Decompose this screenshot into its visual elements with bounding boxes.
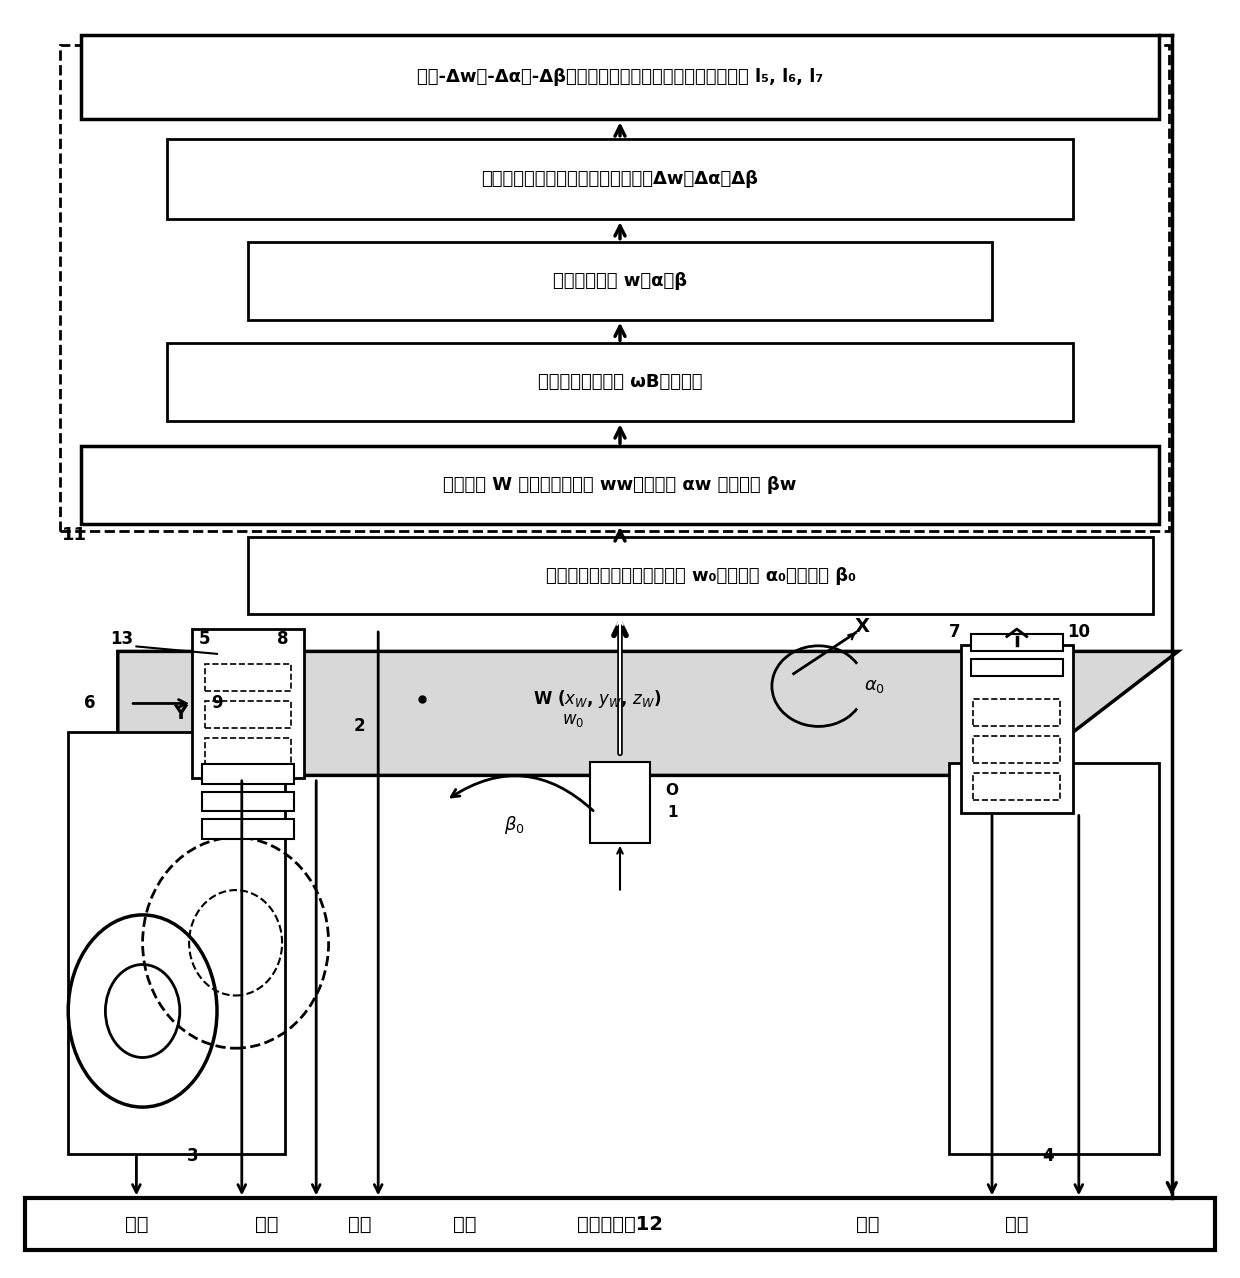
FancyBboxPatch shape xyxy=(25,1199,1215,1250)
FancyBboxPatch shape xyxy=(205,739,291,766)
FancyBboxPatch shape xyxy=(202,819,294,838)
Text: $w_0$: $w_0$ xyxy=(562,711,584,728)
Text: 求得滤波的值 w、α、β: 求得滤波的值 w、α、β xyxy=(553,272,687,290)
FancyBboxPatch shape xyxy=(971,659,1063,676)
Text: 惯性测量单元测得的垂向位移 w₀、俯仰角 α₀与滚动角 β₀: 惯性测量单元测得的垂向位移 w₀、俯仰角 α₀与滚动角 β₀ xyxy=(546,566,856,585)
Polygon shape xyxy=(118,652,1178,776)
Text: 10: 10 xyxy=(1068,622,1090,640)
Text: 反馈: 反馈 xyxy=(1006,1215,1028,1233)
FancyBboxPatch shape xyxy=(971,634,1063,652)
Text: 反馈: 反馈 xyxy=(454,1215,476,1233)
FancyBboxPatch shape xyxy=(202,791,294,812)
FancyBboxPatch shape xyxy=(68,732,285,1154)
Text: W ($x_W$, $y_W$, $z_W$): W ($x_W$, $y_W$, $z_W$) xyxy=(533,688,662,709)
FancyBboxPatch shape xyxy=(973,736,1060,763)
FancyBboxPatch shape xyxy=(202,764,294,785)
FancyBboxPatch shape xyxy=(205,663,291,691)
FancyBboxPatch shape xyxy=(961,645,1073,813)
FancyBboxPatch shape xyxy=(248,537,1153,615)
Text: 4: 4 xyxy=(1042,1148,1054,1166)
Text: X: X xyxy=(854,617,869,636)
Text: 7: 7 xyxy=(949,622,961,640)
Text: 5: 5 xyxy=(198,630,211,648)
FancyBboxPatch shape xyxy=(167,344,1073,422)
Text: 控制: 控制 xyxy=(125,1215,148,1233)
Text: Y: Y xyxy=(172,704,187,723)
FancyBboxPatch shape xyxy=(81,35,1159,119)
Text: 分别进行截止频率 ωB高通滤波: 分别进行截止频率 ωB高通滤波 xyxy=(538,373,702,391)
Text: O: O xyxy=(666,783,678,797)
Text: 9: 9 xyxy=(211,694,223,712)
Text: 6: 6 xyxy=(83,694,95,712)
FancyBboxPatch shape xyxy=(949,763,1159,1154)
FancyBboxPatch shape xyxy=(205,702,291,728)
Text: 11: 11 xyxy=(62,525,87,544)
FancyBboxPatch shape xyxy=(590,763,650,843)
FancyBboxPatch shape xyxy=(973,699,1060,726)
FancyBboxPatch shape xyxy=(973,773,1060,800)
Text: 伺服控制器12: 伺服控制器12 xyxy=(577,1215,663,1233)
Text: 计算质心 W 处的垂向位移为 ww，俯仰角 αw 和滚动角 βw: 计算质心 W 处的垂向位移为 ww，俯仰角 αw 和滚动角 βw xyxy=(444,477,796,495)
Text: 13: 13 xyxy=(110,630,133,648)
FancyBboxPatch shape xyxy=(167,138,1073,220)
FancyBboxPatch shape xyxy=(192,629,304,778)
Text: 8: 8 xyxy=(277,630,289,648)
Text: $\beta_0$: $\beta_0$ xyxy=(505,814,525,836)
Text: 以（-Δw，-Δα，-Δβ）为控制目标计算各悬挂组名义伸长量 l₅, l₆, l₇: 以（-Δw，-Δα，-Δβ）为控制目标计算各悬挂组名义伸长量 l₅, l₆, l… xyxy=(417,68,823,87)
Text: 2: 2 xyxy=(353,717,366,735)
Text: 3: 3 xyxy=(186,1148,198,1166)
Text: $\alpha_0$: $\alpha_0$ xyxy=(864,677,884,695)
Text: 控制: 控制 xyxy=(348,1215,371,1233)
Text: 1: 1 xyxy=(667,805,677,820)
FancyBboxPatch shape xyxy=(81,446,1159,524)
FancyBboxPatch shape xyxy=(248,242,992,320)
Text: 反馈: 反馈 xyxy=(255,1215,278,1233)
Text: 控制: 控制 xyxy=(857,1215,879,1233)
Text: 与上个扫描周同一值相比计算变化量Δw、Δα、Δβ: 与上个扫描周同一值相比计算变化量Δw、Δα、Δβ xyxy=(481,170,759,188)
